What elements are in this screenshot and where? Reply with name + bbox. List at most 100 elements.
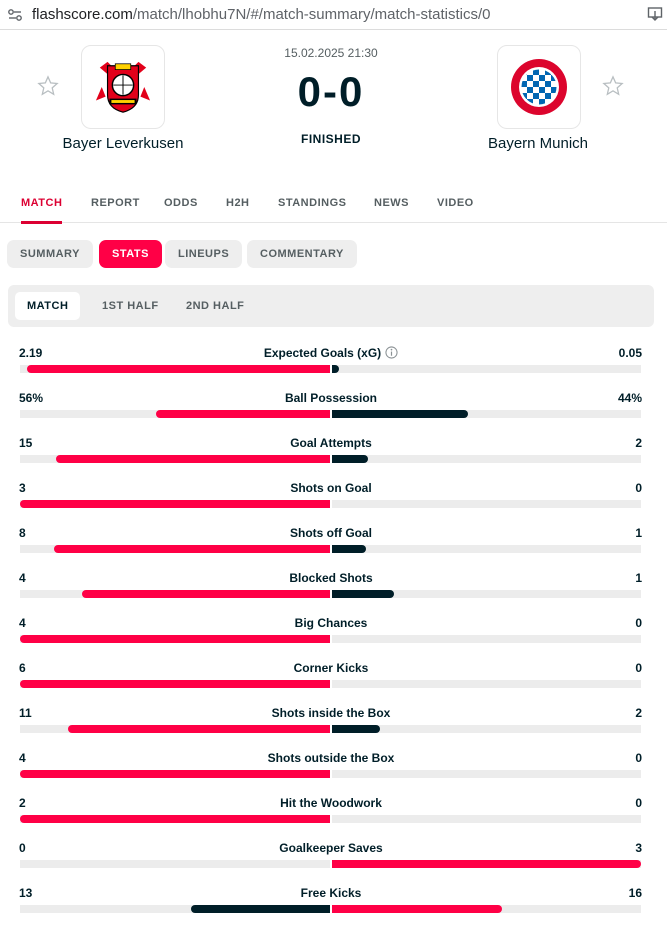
stat-away-bar-track bbox=[332, 725, 641, 733]
stat-label: Blocked Shots bbox=[181, 571, 481, 585]
stat-away-value: 1 bbox=[635, 526, 642, 540]
stat-away-value: 0 bbox=[635, 796, 642, 810]
tab-odds[interactable]: ODDS bbox=[164, 197, 198, 209]
stat-away-bar bbox=[332, 455, 368, 463]
stat-label: Goal Attempts bbox=[181, 436, 481, 450]
stat-away-value: 0 bbox=[635, 661, 642, 675]
stat-label-text: Shots off Goal bbox=[290, 526, 372, 540]
stat-home-bar-track bbox=[20, 365, 330, 373]
stat-row: 0 Goalkeeper Saves 3 bbox=[0, 833, 667, 878]
stat-home-value: 3 bbox=[19, 481, 26, 495]
home-team-name[interactable]: Bayer Leverkusen bbox=[62, 135, 184, 152]
period-2nd-half[interactable]: 2ND HALF bbox=[186, 300, 245, 312]
away-team-name[interactable]: Bayern Munich bbox=[487, 135, 589, 152]
tab-match[interactable]: MATCH bbox=[21, 183, 63, 224]
stat-home-bar bbox=[20, 635, 330, 643]
match-tabs: MATCH REPORT ODDS H2H STANDINGS NEWS VID… bbox=[0, 183, 667, 224]
tab-standings[interactable]: STANDINGS bbox=[278, 197, 347, 209]
url-text[interactable]: flashscore.com/match/lhobhu7N/#/match-su… bbox=[32, 6, 491, 23]
stat-home-value: 11 bbox=[19, 706, 32, 720]
stat-home-bar bbox=[56, 455, 330, 463]
favorite-home-star-icon[interactable] bbox=[37, 75, 59, 97]
stat-away-bar-track bbox=[332, 410, 641, 418]
stat-label: Goalkeeper Saves bbox=[181, 841, 481, 855]
match-status: FINISHED bbox=[300, 132, 361, 146]
stat-home-bar-track bbox=[20, 770, 330, 778]
stat-away-bar-track bbox=[332, 590, 641, 598]
stat-home-bar-track bbox=[20, 905, 330, 913]
stat-label: Shots inside the Box bbox=[181, 706, 481, 720]
stat-away-bar bbox=[332, 410, 468, 418]
stat-home-value: 4 bbox=[19, 571, 26, 585]
favorite-away-star-icon[interactable] bbox=[602, 75, 624, 97]
stat-home-value: 56% bbox=[19, 391, 44, 405]
subtab-commentary[interactable]: COMMENTARY bbox=[247, 240, 357, 268]
tab-video[interactable]: VIDEO bbox=[437, 197, 474, 209]
stat-label-text: Hit the Woodwork bbox=[280, 796, 382, 810]
subtab-lineups[interactable]: LINEUPS bbox=[165, 240, 243, 268]
stat-away-value: 3 bbox=[635, 841, 642, 855]
stat-home-bar-track bbox=[20, 590, 330, 598]
stat-label: Shots off Goal bbox=[181, 526, 481, 540]
stat-row: 6 Corner Kicks 0 bbox=[0, 653, 667, 698]
stat-row: 2 Hit the Woodwork 0 bbox=[0, 788, 667, 833]
stat-row: 13 Free Kicks 16 bbox=[0, 878, 667, 923]
match-score: 0-0 bbox=[297, 68, 365, 115]
stat-label-text: Shots on Goal bbox=[290, 481, 372, 495]
address-bar[interactable]: flashscore.com/match/lhobhu7N/#/match-su… bbox=[0, 0, 667, 30]
stat-home-bar-track bbox=[20, 455, 330, 463]
stat-away-bar-track bbox=[332, 500, 641, 508]
stat-home-bar bbox=[27, 365, 330, 373]
stat-home-bar-track bbox=[20, 725, 330, 733]
stat-away-value: 2 bbox=[635, 706, 642, 720]
stat-label-text: Free Kicks bbox=[300, 886, 362, 900]
stat-away-value: 0 bbox=[635, 481, 642, 495]
stat-label-text: Blocked Shots bbox=[289, 571, 373, 585]
stat-home-value: 4 bbox=[19, 751, 26, 765]
stat-label: Shots outside the Box bbox=[181, 751, 481, 765]
stat-away-value: 2 bbox=[635, 436, 642, 450]
stat-label-text: Goalkeeper Saves bbox=[279, 841, 383, 855]
stat-home-bar bbox=[82, 590, 330, 598]
stat-row: 2.19 Expected Goals (xG) 0.05 bbox=[0, 338, 667, 383]
stat-label: Ball Possession bbox=[181, 391, 481, 405]
url-path: /match/lhobhu7N/#/match-summary/match-st… bbox=[132, 6, 491, 23]
tab-h2h[interactable]: H2H bbox=[226, 197, 250, 209]
stat-away-bar bbox=[332, 365, 339, 373]
stat-away-bar-track bbox=[332, 905, 641, 913]
stat-away-value: 16 bbox=[628, 886, 642, 900]
subtab-summary[interactable]: SUMMARY bbox=[7, 240, 93, 268]
bayer-leverkusen-crest-icon bbox=[95, 61, 151, 113]
stat-away-bar-track bbox=[332, 365, 641, 373]
home-team-logo[interactable] bbox=[81, 45, 165, 129]
install-app-icon[interactable] bbox=[647, 6, 663, 22]
stat-home-value: 0 bbox=[19, 841, 26, 855]
info-icon[interactable] bbox=[385, 346, 398, 359]
period-1st-half[interactable]: 1ST HALF bbox=[102, 300, 159, 312]
stat-label-text: Big Chances bbox=[294, 616, 368, 630]
tab-report[interactable]: REPORT bbox=[91, 197, 140, 209]
stat-away-bar bbox=[332, 860, 641, 868]
stat-label: Expected Goals (xG) bbox=[181, 346, 481, 360]
stat-home-bar-track bbox=[20, 815, 330, 823]
stat-row: 11 Shots inside the Box 2 bbox=[0, 698, 667, 743]
stat-home-value: 6 bbox=[19, 661, 26, 675]
stat-home-bar-track bbox=[20, 410, 330, 418]
stat-label: Hit the Woodwork bbox=[181, 796, 481, 810]
stat-row: 15 Goal Attempts 2 bbox=[0, 428, 667, 473]
stat-label-text: Shots inside the Box bbox=[271, 706, 391, 720]
stat-away-bar-track bbox=[332, 815, 641, 823]
period-match[interactable]: MATCH bbox=[15, 292, 81, 320]
stat-away-bar-track bbox=[332, 545, 641, 553]
stat-home-bar-track bbox=[20, 500, 330, 508]
stat-home-bar bbox=[156, 410, 330, 418]
site-settings-icon[interactable] bbox=[6, 6, 24, 24]
stat-home-value: 8 bbox=[19, 526, 26, 540]
stat-row: 56% Ball Possession 44% bbox=[0, 383, 667, 428]
tab-news[interactable]: NEWS bbox=[374, 197, 409, 209]
stat-row: 8 Shots off Goal 1 bbox=[0, 518, 667, 563]
stat-row: 4 Big Chances 0 bbox=[0, 608, 667, 653]
away-team-logo[interactable] bbox=[497, 45, 581, 129]
subtab-stats[interactable]: STATS bbox=[99, 240, 162, 268]
stat-home-bar bbox=[20, 770, 330, 778]
